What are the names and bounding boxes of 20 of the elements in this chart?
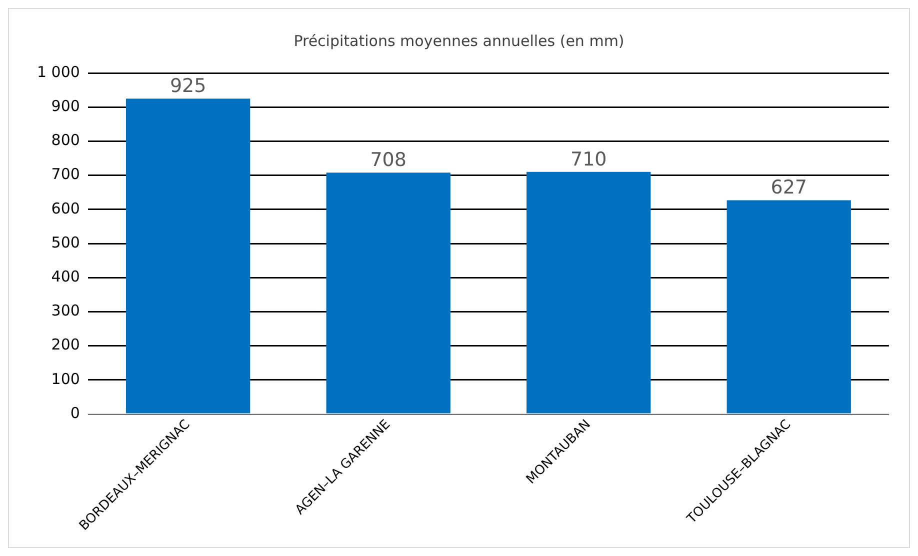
data-label: 708	[370, 149, 406, 172]
y-tick-label: 900	[51, 96, 80, 115]
bar	[526, 172, 651, 414]
chart-title: Précipitations moyennes annuelles (en mm)	[294, 32, 624, 50]
data-label: 710	[570, 148, 607, 170]
data-label: 925	[170, 75, 206, 98]
y-tick-label: 300	[51, 302, 80, 320]
bar	[126, 98, 250, 414]
bar	[326, 172, 450, 414]
data-label: 627	[770, 176, 807, 199]
y-tick-label: 600	[51, 199, 80, 218]
y-tick-label: 500	[51, 233, 80, 252]
bar	[726, 200, 851, 414]
y-tick-label: 400	[51, 268, 80, 286]
y-tick-label: 100	[51, 370, 80, 388]
y-tick-label: 0	[70, 404, 80, 422]
y-tick-label: 800	[51, 131, 80, 150]
y-tick-label: 1 000	[36, 62, 80, 81]
y-tick-label: 700	[51, 165, 80, 184]
y-tick-label: 200	[51, 336, 80, 354]
